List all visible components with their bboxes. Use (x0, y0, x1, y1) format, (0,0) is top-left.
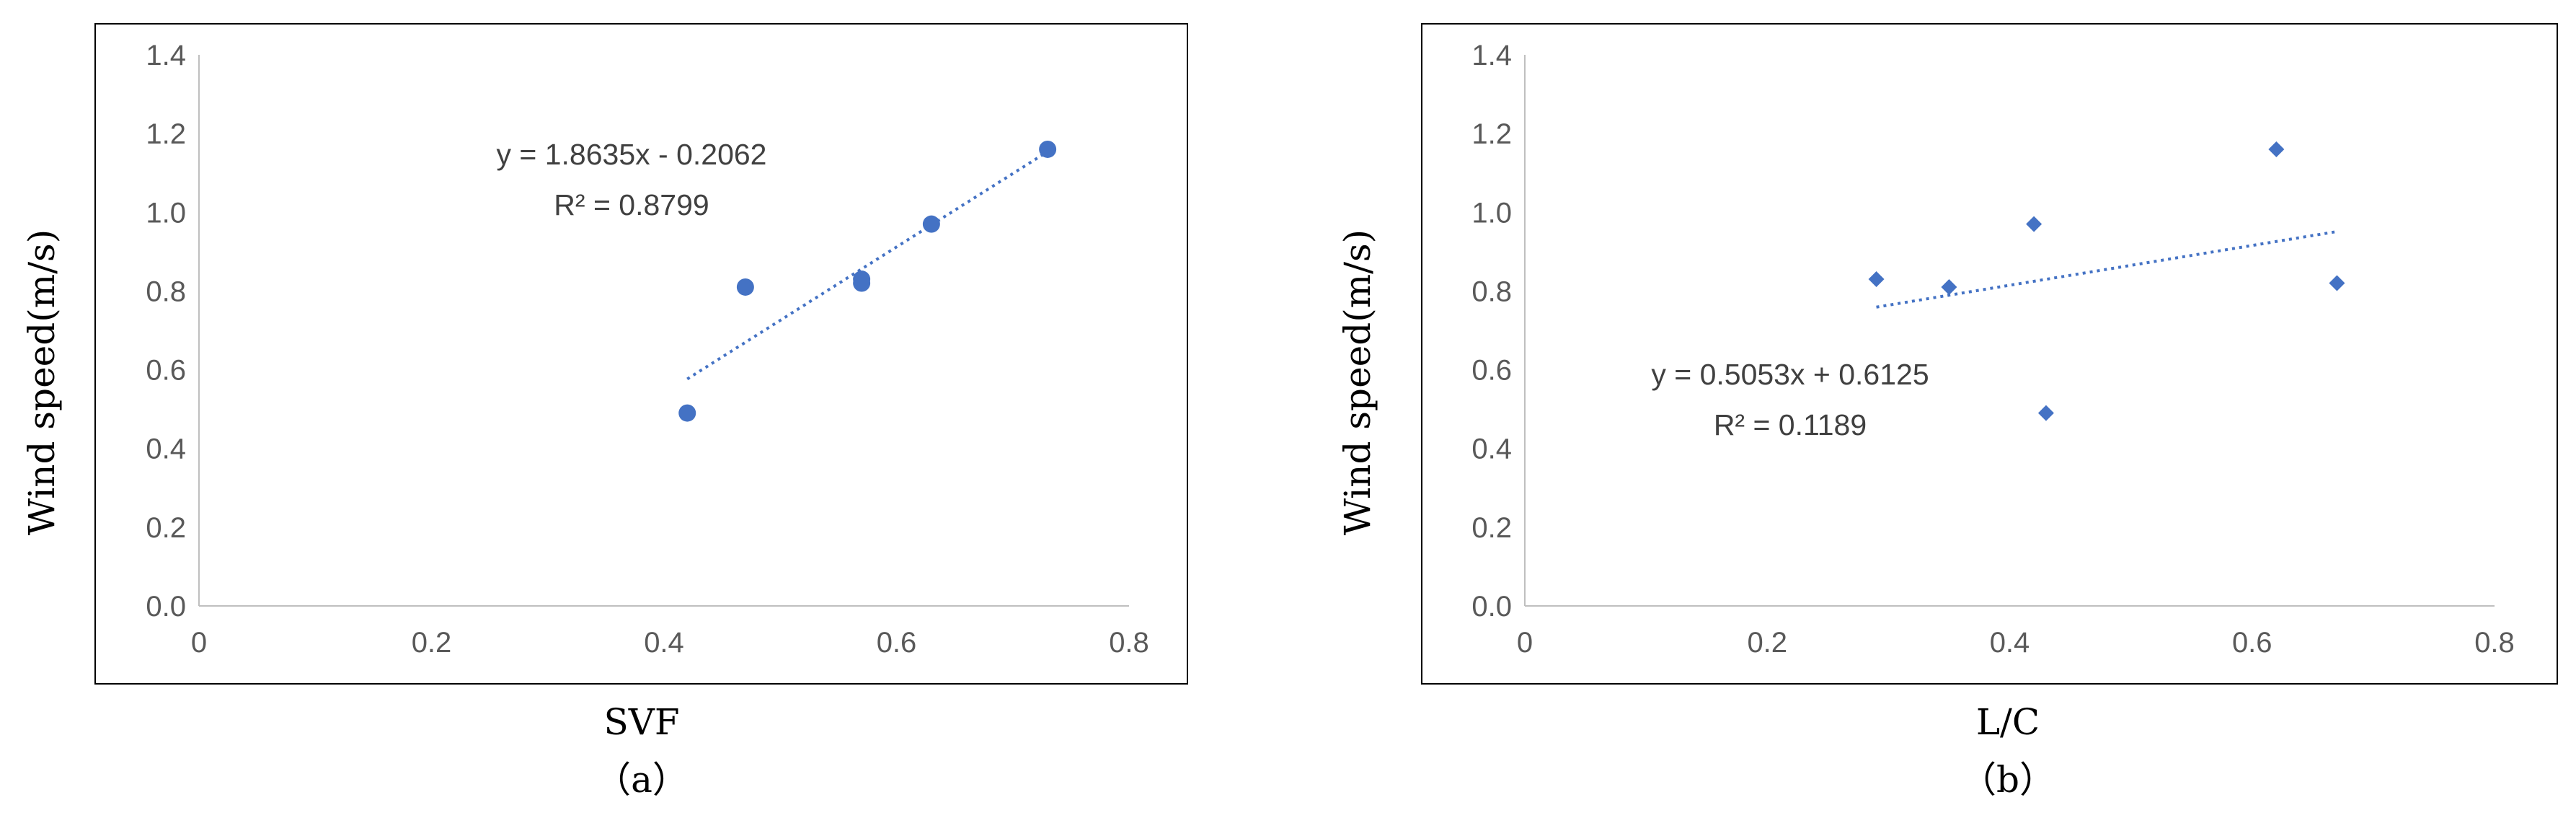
panel-b-x-tick-label: 0.8 (2474, 627, 2515, 659)
panel-a-ylabel: Wind speed(m/s) (21, 229, 63, 535)
panel-a-y-tick-label: 0.8 (146, 276, 186, 307)
panel-a-y-tick-label: 0.4 (146, 434, 186, 465)
panel-a-trendline (686, 150, 1049, 381)
panel-b-data-point (1868, 271, 1885, 288)
panel-b-data-point (2026, 216, 2042, 232)
panel-a-x-tick-label: 0.8 (1109, 627, 1149, 659)
panel-b-xlabel: L/C (1976, 701, 2040, 743)
panel-a-equation: y = 1.8635x - 0.2062 (497, 138, 767, 171)
panel-a-r2: R² = 0.8799 (554, 188, 709, 221)
panel-a-data-point (678, 404, 696, 422)
panel-b-x-tick-label: 0.2 (1747, 627, 1787, 659)
panel-b-y-tick-label: 0.6 (1471, 355, 1512, 387)
panel-b-y-tick-label: 1.2 (1471, 118, 1512, 150)
panel-a-data-point (1039, 140, 1057, 158)
panel-b-data-point (2037, 405, 2054, 421)
panel-b-r2: R² = 0.1189 (1714, 408, 1867, 441)
panel-a-y-tick-label: 1.2 (146, 118, 186, 150)
panel-a-y-tick-label: 0.0 (146, 591, 186, 623)
panel-a-data-point (736, 278, 754, 296)
panel-a-caption: （a） (595, 759, 689, 801)
panel-b-x-tick-label: 0.4 (1990, 627, 2030, 659)
panel-b-y-tick-label: 0.0 (1471, 591, 1512, 623)
panel-b-equation: y = 0.5053x + 0.6125 (1651, 358, 1929, 391)
panel-b-plot: 0.0 0.2 0.4 0.6 0.8 1.0 1.2 1.4 0 0.2 0.4 0.6 0.8 (1471, 40, 2514, 659)
panel-b-data-point (2329, 275, 2345, 291)
panel-a-xlabel: SVF (603, 701, 679, 743)
panel-b-data-point (2268, 141, 2285, 157)
panel-a-data-point (853, 271, 871, 289)
panel-b-ylabel: Wind speed(m/s) (1337, 229, 1378, 535)
panel-b-x-tick-label: 0 (1517, 627, 1533, 659)
panel-a-data-point (922, 215, 940, 233)
panel-a-x-tick-label: 0 (191, 627, 207, 659)
panel-b: 0.0 0.2 0.4 0.6 0.8 1.0 1.2 1.4 0 0.2 0.4 0.6 0.8 y … (1337, 23, 2558, 801)
panel-b-x-tick-label: 0.6 (2232, 627, 2272, 659)
panel-b-y-tick-label: 0.4 (1471, 434, 1512, 465)
panel-a-plot: 0.0 0.2 0.4 0.6 0.8 1.0 1.2 1.4 0 0.2 0.4 0.6 0.8 (146, 40, 1148, 659)
panel-b-y-tick-label: 0.8 (1471, 276, 1512, 307)
panel-a-frame (94, 23, 1188, 685)
panel-a-y-tick-label: 0.2 (146, 512, 186, 544)
panel-b-y-tick-label: 1.0 (1471, 197, 1512, 229)
panel-a-y-tick-label: 1.4 (146, 40, 186, 71)
panel-a-x-tick-label: 0.4 (644, 627, 684, 659)
panel-b-y-tick-label: 0.2 (1471, 512, 1512, 544)
panel-a: 0.0 0.2 0.4 0.6 0.8 1.0 1.2 1.4 0 0.2 0.4 0.6 0.8 y … (21, 23, 1188, 801)
panel-b-frame (1421, 23, 2558, 685)
panel-a-y-tick-label: 0.6 (146, 355, 186, 387)
panel-a-y-tick-label: 1.0 (146, 197, 186, 229)
panel-b-data-point (1941, 278, 1957, 295)
panel-b-caption: （b） (1960, 759, 2055, 801)
panel-a-x-tick-label: 0.2 (412, 627, 452, 659)
panel-a-x-tick-label: 0.6 (877, 627, 917, 659)
panel-b-y-tick-label: 1.4 (1471, 40, 1512, 71)
panel-b-trendline (1876, 230, 2337, 309)
